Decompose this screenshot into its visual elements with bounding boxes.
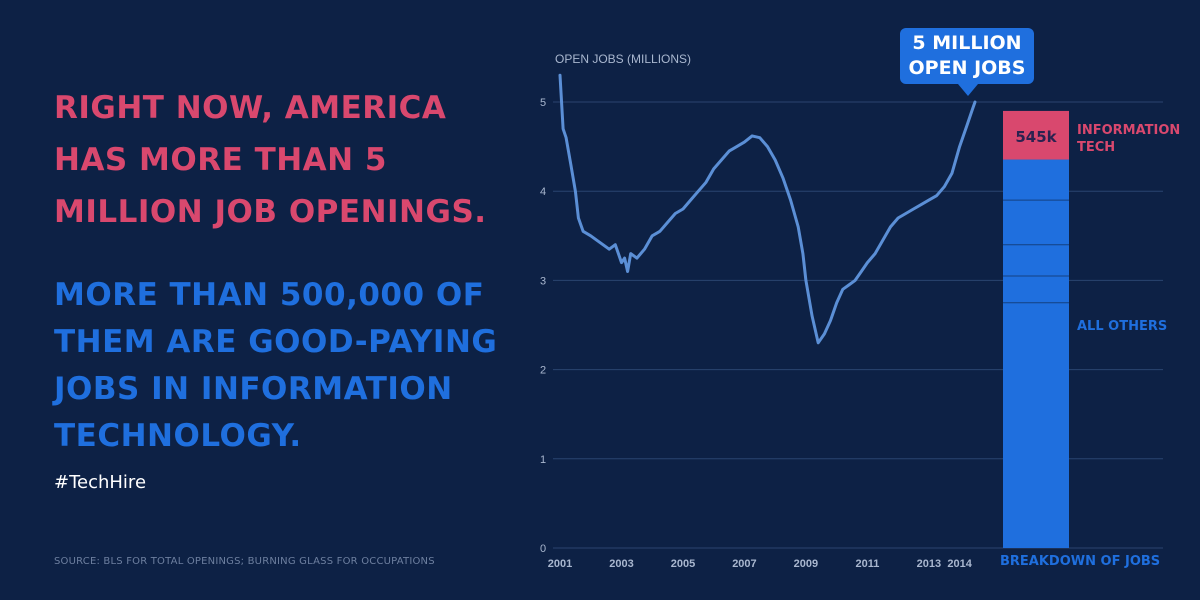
others-segment-label: ALL OTHERS [1077, 319, 1168, 334]
y-tick-label: 0 [540, 543, 546, 555]
headline-pink: RIGHT NOW, AMERICA HAS MORE THAN 5 MILLI… [54, 90, 487, 230]
x-tick-label: 2003 [609, 558, 633, 570]
callout-line2: OPEN JOBS [908, 57, 1026, 79]
bar-segment-information-tech [1003, 110, 1069, 160]
y-tick-label: 1 [540, 454, 546, 466]
source-note: SOURCE: BLS FOR TOTAL OPENINGS; BURNING … [54, 556, 435, 567]
x-tick-label: 2011 [855, 558, 879, 570]
callout-box: 5 MILLION OPEN JOBS [900, 28, 1034, 84]
x-tick-label: 2007 [732, 558, 756, 570]
callout-tail [958, 84, 978, 96]
bar-segment-all-others [1003, 159, 1069, 548]
headline-blue: MORE THAN 500,000 OF THEM ARE GOOD-PAYIN… [54, 277, 498, 454]
x-tick-label: 2005 [671, 558, 695, 570]
breakdown-label: BREAKDOWN OF JOBS [1000, 554, 1161, 569]
x-tick-label: 2001 [548, 558, 572, 570]
x-tick-label: 2014 [947, 558, 972, 570]
y-tick-label: 4 [540, 186, 546, 198]
y-axis-label: OPEN JOBS (MILLIONS) [555, 52, 691, 66]
y-tick-label: 5 [540, 97, 546, 109]
series-line-open-jobs [558, 73, 977, 345]
y-tick-label: 2 [540, 365, 546, 377]
hashtag[interactable]: #TechHire [54, 472, 147, 493]
y-tick-label: 3 [540, 275, 546, 287]
callout-line1: 5 MILLION [912, 32, 1022, 54]
x-tick-label: 2009 [794, 558, 818, 570]
x-tick-label: 2013 [917, 558, 941, 570]
it-segment-value: 545k [1015, 128, 1057, 146]
it-segment-label: INFORMATION TECH [1077, 123, 1181, 155]
